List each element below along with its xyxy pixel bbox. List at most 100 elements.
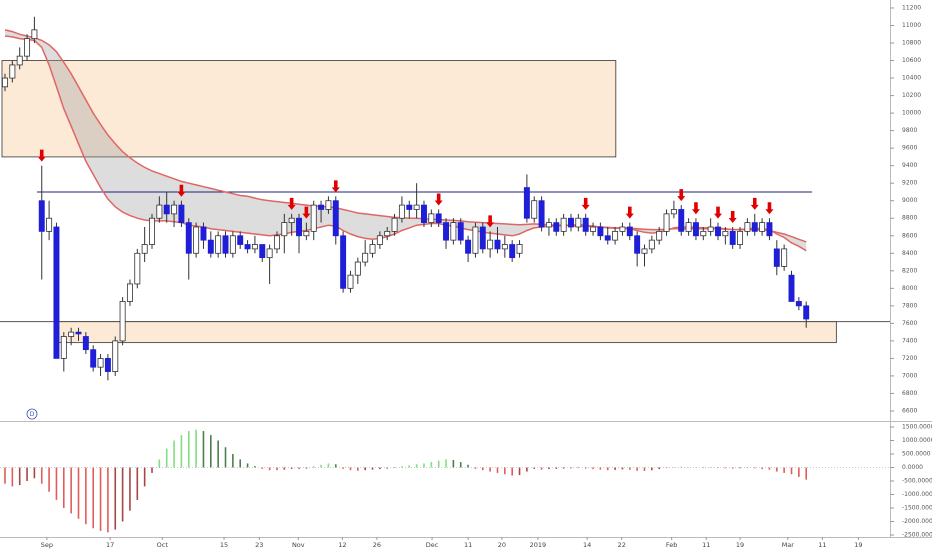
signal-arrow xyxy=(434,193,443,206)
signal-arrow xyxy=(581,197,590,210)
candle-body xyxy=(545,222,552,228)
candle-body xyxy=(744,222,751,232)
candle-body xyxy=(24,38,31,57)
candle-body xyxy=(663,213,670,232)
signal-arrow xyxy=(177,184,186,197)
candle-body xyxy=(273,235,280,250)
candle-body xyxy=(472,226,479,254)
candle-body xyxy=(421,204,427,224)
candle-body xyxy=(310,204,317,232)
candle-body xyxy=(501,244,508,250)
marker-label: D xyxy=(30,411,35,418)
candle-body xyxy=(641,248,648,254)
x-tick-label: Sep xyxy=(41,541,53,549)
candle-body xyxy=(38,200,45,232)
osc-tick-label: 500.0000 xyxy=(902,450,931,457)
candle-body xyxy=(788,274,795,302)
x-tick-label: Nov xyxy=(292,541,305,549)
candle-body xyxy=(692,222,699,237)
candle-body xyxy=(259,244,266,259)
x-tick-label: 17 xyxy=(106,541,114,549)
candle-body xyxy=(531,200,538,219)
candle-body xyxy=(90,349,97,368)
x-tick-label: Mar xyxy=(782,541,795,549)
x-tick-label: 23 xyxy=(255,541,263,549)
candle-body xyxy=(457,222,464,241)
candle-body xyxy=(428,213,435,224)
signal-arrow xyxy=(287,197,296,210)
candle-body xyxy=(575,217,582,228)
candle-body xyxy=(612,230,619,241)
candle-body xyxy=(126,283,133,302)
candle-body xyxy=(141,244,148,254)
candle-body xyxy=(582,217,589,232)
candle-body xyxy=(479,226,486,250)
candle-body xyxy=(523,187,530,219)
candle-body xyxy=(288,217,295,224)
candle-body xyxy=(435,213,442,224)
candle-body xyxy=(178,204,185,224)
y-tick-label: 7000 xyxy=(902,372,917,379)
x-tick-label: 14 xyxy=(583,541,591,549)
candle-body xyxy=(509,244,516,259)
candle-body xyxy=(244,244,251,250)
candle-body xyxy=(193,226,200,254)
candle-body xyxy=(494,239,501,250)
y-tick-label: 7200 xyxy=(902,355,917,362)
candle-body xyxy=(560,217,567,232)
moving-average xyxy=(4,35,807,252)
candle-body xyxy=(369,244,376,254)
x-tick-label: Oct xyxy=(157,541,169,549)
candle-body xyxy=(626,226,633,237)
band-fill xyxy=(4,29,807,251)
osc-tick-label: -2000.0000 xyxy=(902,518,932,525)
y-tick-label: 8200 xyxy=(902,267,917,274)
candle-body xyxy=(134,252,141,285)
candle-body xyxy=(325,200,332,210)
candle-body xyxy=(82,336,89,351)
y-tick-label: 7600 xyxy=(902,320,917,327)
x-tick-label: 15 xyxy=(220,541,228,549)
marker-circle xyxy=(26,408,38,420)
candle-body xyxy=(398,204,405,219)
candle-body xyxy=(568,217,574,228)
y-tick-label: 8000 xyxy=(902,285,917,292)
candle-body xyxy=(68,331,75,337)
osc-tick-label: 1500.0000 xyxy=(902,423,932,430)
x-tick-label: 22 xyxy=(618,541,626,549)
candle-body xyxy=(413,204,420,210)
y-tick-label: 11000 xyxy=(902,22,921,29)
x-tick-label: 20 xyxy=(498,541,506,549)
y-tick-label: 6600 xyxy=(902,407,917,414)
signal-arrow xyxy=(677,189,686,202)
candle-body xyxy=(318,204,325,210)
x-tick-label: Feb xyxy=(666,541,678,549)
candle-body xyxy=(347,274,354,289)
candle-body xyxy=(296,217,302,237)
signal-arrow xyxy=(713,206,722,219)
x-tick-label: 11 xyxy=(464,541,472,549)
candle-body xyxy=(553,222,560,232)
y-tick-label: 9800 xyxy=(902,127,917,134)
candle-body xyxy=(590,226,597,232)
osc-tick-label: 1000.0000 xyxy=(902,437,932,444)
y-tick-label: 10600 xyxy=(902,57,921,64)
candle-body xyxy=(685,222,692,232)
candle-body xyxy=(487,239,494,250)
candle-body xyxy=(707,226,714,232)
candle-body xyxy=(229,235,236,254)
candle-body xyxy=(759,222,766,232)
candle-body xyxy=(340,235,347,289)
candle-body xyxy=(119,301,126,342)
candle-body xyxy=(538,200,545,228)
y-tick-label: 11200 xyxy=(902,4,921,11)
candle-body xyxy=(634,235,641,254)
candle-body xyxy=(9,64,16,79)
x-tick-label: Dec xyxy=(426,541,439,549)
candle-body xyxy=(700,230,707,237)
candle-body xyxy=(31,29,38,40)
y-tick-label: 10800 xyxy=(902,40,921,47)
candle-body xyxy=(773,248,780,267)
candle-body xyxy=(215,235,222,254)
